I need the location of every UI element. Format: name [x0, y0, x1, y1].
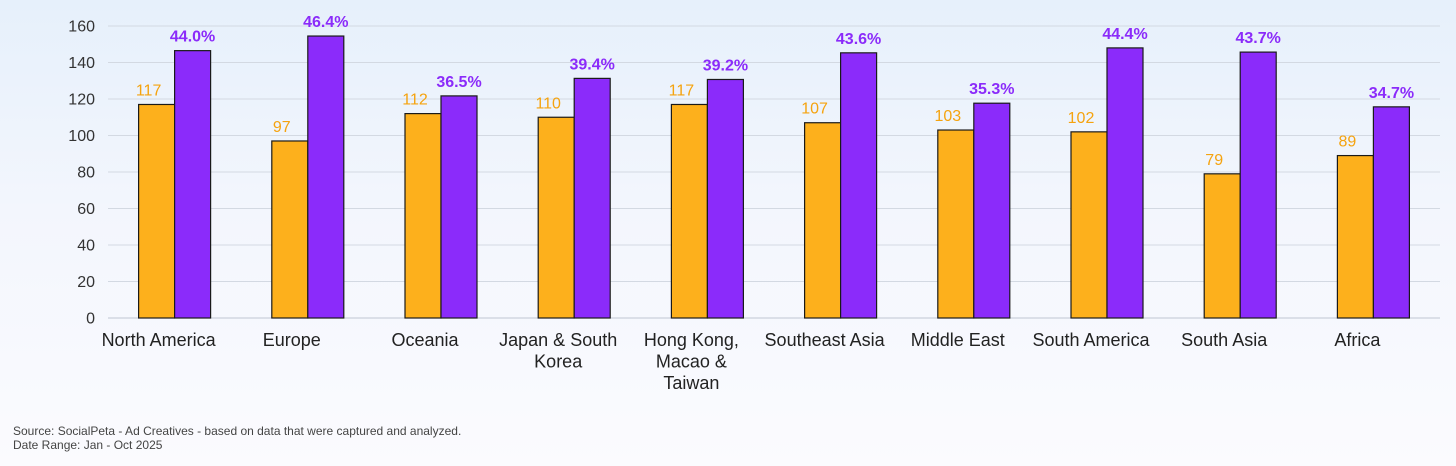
bar	[937, 129, 975, 319]
x-tick-label: Africa	[1334, 330, 1381, 350]
x-tick-label: South Asia	[1181, 330, 1268, 350]
y-tick-label: 0	[86, 311, 95, 328]
y-tick-label: 160	[68, 19, 95, 36]
x-tick-label: Oceania	[391, 330, 459, 350]
bar	[537, 116, 575, 319]
data-labels: 117 44.0% 97 46.4% 112 36.5% 110 39.4% 117 39.2% 1…	[136, 14, 1414, 169]
x-tick-label: Middle East	[911, 330, 1005, 350]
x-tick-label: Korea	[534, 352, 583, 372]
data-label: 44.4%	[1102, 26, 1147, 43]
x-tick-label: Hong Kong,	[644, 330, 739, 350]
data-label: 43.6%	[836, 31, 881, 48]
bar	[138, 103, 176, 319]
y-axis: 0 20 40 60 80 100 120 140 160	[68, 19, 95, 328]
y-tick-label: 60	[77, 201, 95, 218]
y-tick-label: 140	[68, 55, 95, 72]
bar	[174, 50, 212, 319]
data-label: 89	[1339, 134, 1357, 151]
data-label: 39.2%	[703, 57, 748, 74]
bar	[706, 78, 745, 319]
x-tick-label: Japan & South	[499, 330, 617, 350]
bar-chart: 0 20 40 60 80 100 120 140 160 117 44.0% 97 46.4% 112…	[68, 14, 1440, 393]
y-tick-label: 100	[68, 128, 95, 145]
bars	[138, 35, 1411, 319]
bar	[573, 77, 611, 319]
data-label: 110	[535, 95, 561, 112]
y-tick-label: 20	[77, 274, 95, 291]
bar	[670, 103, 709, 319]
data-label: 44.0%	[170, 29, 215, 46]
x-axis: North America Europe Oceania Japan & SouthK…	[102, 330, 1382, 393]
bar	[1106, 47, 1144, 319]
data-label: 79	[1205, 152, 1223, 169]
date-range-note: Date Range: Jan - Oct 2025	[13, 438, 163, 452]
data-label: 117	[136, 82, 162, 99]
chart-footer: Source: SocialPeta - Ad Creatives - base…	[13, 424, 461, 452]
bar	[271, 140, 309, 319]
data-label: 39.4%	[570, 56, 615, 73]
bar	[307, 35, 345, 319]
source-note: Source: SocialPeta - Ad Creatives - base…	[13, 424, 462, 438]
data-label: 46.4%	[303, 14, 348, 31]
x-tick-label: Europe	[263, 330, 321, 350]
x-tick-label: Macao &	[656, 352, 727, 372]
data-label: 34.7%	[1369, 85, 1414, 102]
bar	[803, 122, 842, 319]
x-tick-label: Southeast Asia	[765, 330, 886, 350]
data-label: 112	[402, 92, 428, 109]
bar	[404, 112, 442, 319]
x-tick-label: South America	[1032, 330, 1150, 350]
bar	[973, 102, 1011, 319]
bar	[1239, 51, 1277, 319]
y-tick-label: 40	[77, 238, 95, 255]
bar	[839, 52, 878, 319]
data-label: 107	[801, 101, 828, 118]
bar	[1336, 154, 1375, 319]
y-tick-label: 120	[68, 92, 95, 109]
data-label: 43.7%	[1236, 30, 1281, 47]
bar	[1203, 173, 1241, 319]
bar	[1070, 131, 1108, 319]
x-tick-label: North America	[102, 330, 217, 350]
data-label: 102	[1068, 110, 1095, 127]
bar	[440, 95, 478, 319]
data-label: 117	[669, 82, 695, 99]
data-label: 36.5%	[436, 74, 481, 91]
bar	[1372, 106, 1411, 319]
y-tick-label: 80	[77, 165, 95, 182]
data-label: 35.3%	[969, 81, 1014, 98]
x-tick-label: Taiwan	[663, 373, 719, 393]
data-label: 97	[273, 119, 291, 136]
data-label: 103	[934, 108, 961, 125]
